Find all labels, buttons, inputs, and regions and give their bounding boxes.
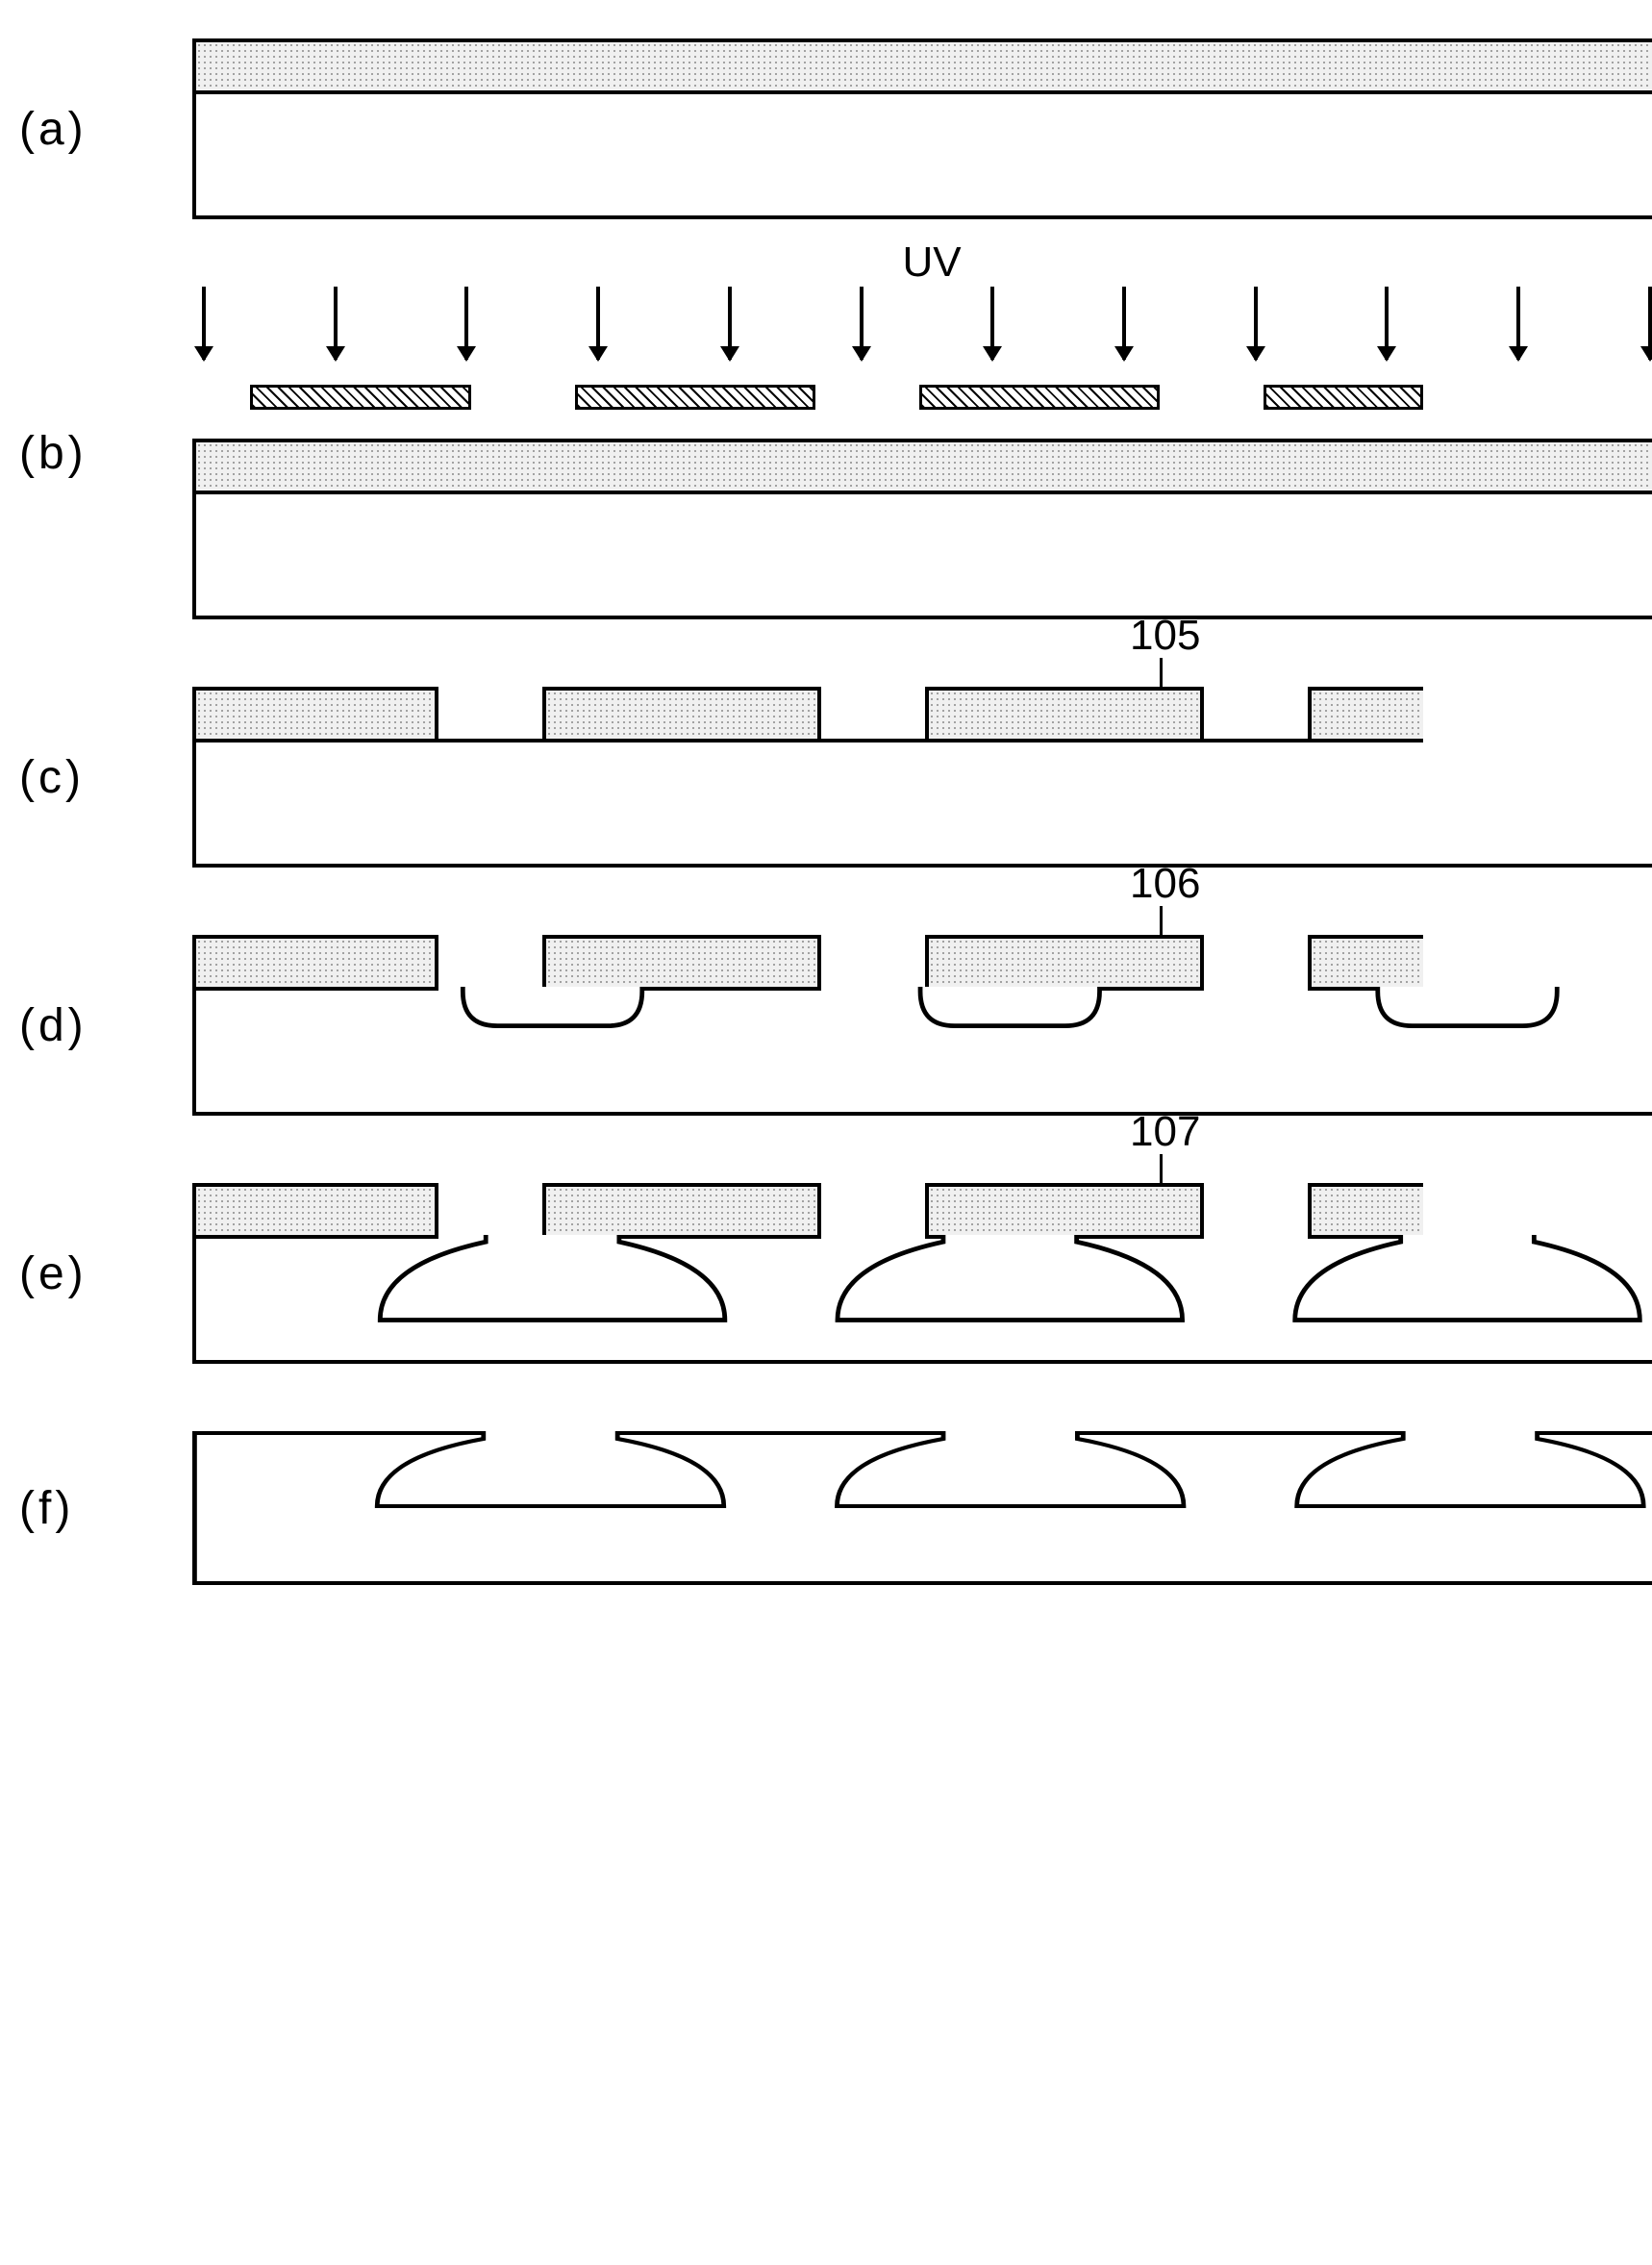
resist-block — [925, 687, 1204, 742]
layer-stack-b — [192, 439, 1652, 619]
uv-arrow-icon — [728, 287, 732, 360]
panel-d: (d) 106 — [19, 935, 1652, 1116]
resist-gap — [438, 935, 542, 991]
uv-arrow-icon — [464, 287, 468, 360]
resist-block — [542, 687, 821, 742]
resist-gap — [821, 935, 925, 991]
uv-arrow-icon — [334, 287, 338, 360]
resist-block — [1308, 935, 1423, 991]
panel-b: (b) UV — [19, 287, 1652, 619]
resist-gap — [438, 1183, 542, 1239]
callout-107: 107 — [1130, 1108, 1200, 1156]
substrate-layer — [192, 94, 1652, 219]
resist-block — [925, 935, 1204, 991]
substrate-layer — [192, 742, 1652, 868]
resist-block — [1308, 687, 1423, 742]
mask-block — [1264, 385, 1423, 410]
panel-label-d: (d) — [19, 999, 154, 1052]
panel-label-e: (e) — [19, 1247, 154, 1300]
panel-body-d: 106 — [192, 935, 1652, 1116]
resist-block — [925, 1183, 1204, 1239]
panel-label-a: (a) — [19, 103, 154, 156]
uv-arrow-icon — [860, 287, 864, 360]
substrate-layer — [192, 1239, 1652, 1364]
resist-gap — [1204, 687, 1308, 742]
panel-body-c: 105 102 101 — [192, 687, 1652, 868]
callout-105: 105 — [1130, 612, 1200, 660]
uv-arrow-icon — [1648, 287, 1652, 360]
panel-body-b: UV — [192, 287, 1652, 619]
panel-body-e: 107 — [192, 1183, 1652, 1364]
uv-arrow-icon — [1122, 287, 1126, 360]
resist-gap — [438, 687, 542, 742]
mask-gap — [471, 385, 575, 410]
panel-body-f: 108 — [192, 1431, 1652, 1585]
panel-a: (a) 102 101 — [19, 38, 1652, 219]
callout-106: 106 — [1130, 860, 1200, 908]
uv-arrow-icon — [1254, 287, 1258, 360]
mask-block — [919, 385, 1160, 410]
uv-arrow-icon — [596, 287, 600, 360]
layer-stack-a — [192, 38, 1652, 219]
substrate-layer — [192, 494, 1652, 619]
resist-block — [1308, 1183, 1423, 1239]
photoresist-layer — [192, 38, 1652, 94]
uv-arrow-icon — [202, 287, 206, 360]
resist-block — [192, 935, 438, 991]
patterned-resist-row — [192, 935, 1652, 991]
panel-label-c: (c) — [19, 751, 154, 804]
panel-label-f: (f) — [19, 1482, 154, 1535]
panel-label-b: (b) — [19, 427, 154, 480]
panel-e: (e) 107 — [19, 1183, 1652, 1364]
substrate-layer — [192, 991, 1652, 1116]
final-substrate — [192, 1431, 1652, 1585]
etch-profile-shallow — [196, 987, 1652, 1136]
mask-gap — [192, 385, 250, 410]
panel-c: (c) 105 102 — [19, 687, 1652, 868]
resist-gap — [1204, 1183, 1308, 1239]
mask-gap — [815, 385, 919, 410]
mask-gap — [1160, 385, 1264, 410]
resist-gap — [1204, 935, 1308, 991]
resist-block — [542, 1183, 821, 1239]
panel-body-a: 102 101 — [192, 38, 1652, 219]
mask-block — [250, 385, 471, 410]
etch-profile-deep — [196, 1235, 1652, 1384]
uv-arrow-row — [192, 287, 1652, 373]
uv-label: UV — [902, 239, 961, 287]
resist-gap — [821, 1183, 925, 1239]
photomask-row — [192, 385, 1652, 410]
process-flow-figure: (a) 102 101 (b) UV — [19, 38, 1652, 1585]
resist-block — [192, 1183, 438, 1239]
patterned-resist-row — [192, 687, 1652, 742]
resist-block — [542, 935, 821, 991]
uv-arrow-icon — [1385, 287, 1389, 360]
resist-gap — [821, 687, 925, 742]
resist-block — [192, 687, 438, 742]
panel-f: (f) 108 — [19, 1431, 1652, 1585]
uv-arrow-icon — [990, 287, 994, 360]
uv-arrow-icon — [1516, 287, 1520, 360]
photoresist-layer — [192, 439, 1652, 494]
mask-block — [575, 385, 815, 410]
final-profile — [192, 1431, 1652, 1585]
patterned-resist-row — [192, 1183, 1652, 1239]
